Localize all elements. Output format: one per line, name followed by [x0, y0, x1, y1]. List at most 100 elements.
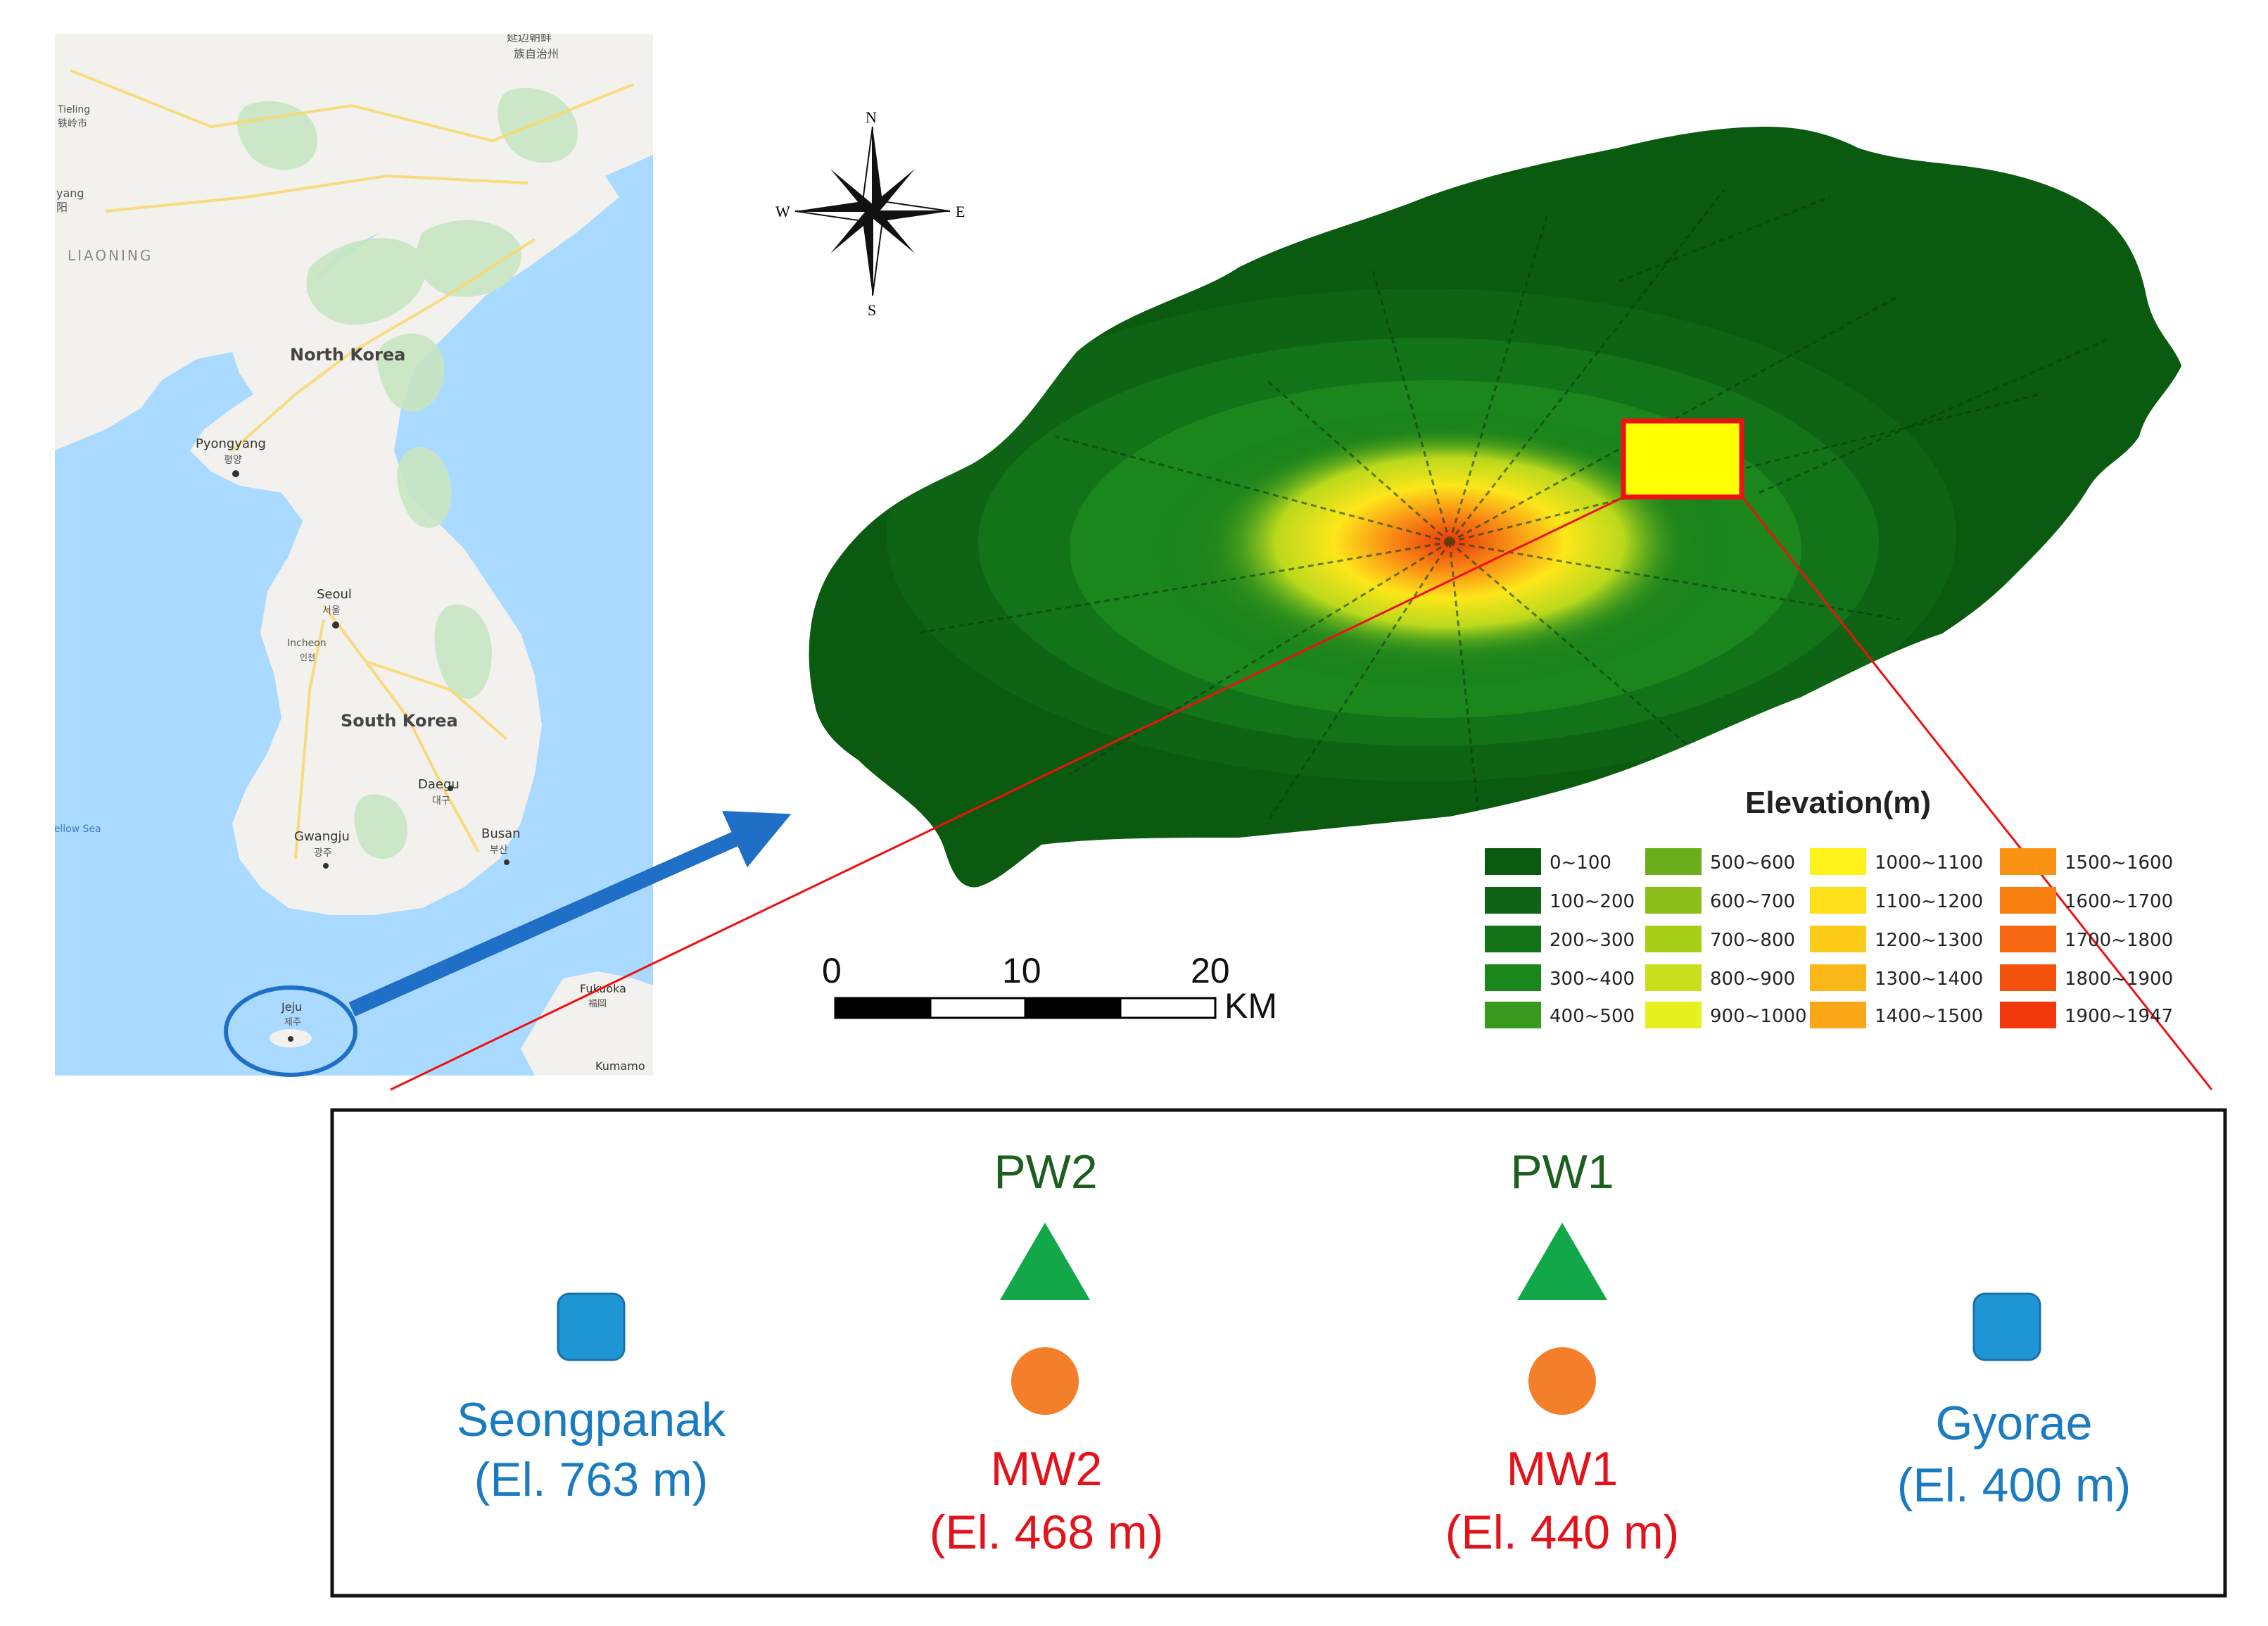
- label-tieling: Tieling: [57, 104, 90, 115]
- label-yang: yang: [56, 187, 84, 200]
- legend-swatch: [1485, 926, 1541, 952]
- locator-arrow: [348, 810, 792, 1017]
- legend-swatch: [1485, 964, 1541, 991]
- legend-swatch: [1645, 926, 1702, 952]
- mw2-label: MW2: [991, 1442, 1103, 1496]
- legend-swatch: [1810, 887, 1866, 914]
- zoom-line-left: [390, 495, 1626, 1091]
- legend-label: 1200~1300: [1875, 930, 1983, 951]
- label-pyongyang-ko: 평양: [224, 455, 242, 466]
- legend-swatch: [1645, 887, 1702, 914]
- legend-label: 800~900: [1710, 969, 1795, 990]
- legend-swatch: [1485, 848, 1541, 875]
- label-incheon: Incheon: [287, 638, 327, 649]
- gyorae-elevation: (El. 400 m): [1897, 1458, 2131, 1512]
- legend-swatch: [2000, 848, 2056, 875]
- legend-label: 100~200: [1550, 891, 1635, 912]
- mw2-elevation: (El. 468 m): [930, 1506, 1164, 1559]
- label-kumamoto: Kumamo: [595, 1059, 645, 1073]
- label-yanbian: 延边朝鲜: [507, 30, 552, 44]
- legend-swatch: [1485, 887, 1541, 914]
- city-markers: [232, 470, 509, 1042]
- label-busan-ko: 부산: [490, 845, 508, 856]
- korea-locator-map: LIAONING Tieling 铁岭市 yang 阳 延边朝鲜 族自治州 No…: [49, 30, 653, 1076]
- legend-label: 900~1000: [1710, 1006, 1807, 1027]
- japan-land: [521, 971, 653, 1076]
- legend-title: Elevation(m): [1745, 786, 1931, 820]
- legend-label: 600~700: [1710, 891, 1795, 912]
- forest-patches: [237, 87, 578, 859]
- label-north-korea: North Korea: [290, 345, 405, 365]
- label-south-korea: South Korea: [341, 711, 458, 731]
- legend-swatch: [1810, 926, 1866, 952]
- scale-tick-10: 10: [1002, 951, 1041, 990]
- legend-label: 700~800: [1710, 930, 1795, 951]
- label-tieling-cn: 铁岭市: [58, 118, 87, 130]
- legend-label: 1000~1100: [1875, 852, 1983, 874]
- scale-tick-20: 20: [1191, 951, 1230, 990]
- legend-swatch: [1810, 964, 1866, 991]
- legend-label: 400~500: [1550, 1006, 1635, 1027]
- legend-swatch: [1810, 848, 1866, 875]
- legend-label: 300~400: [1550, 969, 1635, 990]
- elevation-legend: Elevation(m) 0~100 100~200 200~300 300~400 4…: [1485, 786, 2173, 1028]
- compass-n: N: [866, 108, 877, 126]
- legend-label: 1100~1200: [1875, 891, 1983, 912]
- gyorae-label: Gyorae: [1936, 1397, 2093, 1450]
- mw1-label: MW1: [1507, 1442, 1618, 1496]
- label-jeju-ko: 제주: [284, 1017, 301, 1028]
- legend-label: 200~300: [1550, 930, 1635, 951]
- legend-label: 1300~1400: [1875, 969, 1983, 990]
- legend-label: 1400~1500: [1875, 1006, 1983, 1027]
- legend-label: 500~600: [1710, 852, 1795, 874]
- legend-swatch: [1485, 1002, 1541, 1028]
- label-daegu: Daegu: [418, 777, 460, 792]
- compass-e: E: [956, 203, 965, 220]
- label-jeju: Jeju: [281, 1000, 302, 1014]
- compass-s: S: [868, 301, 876, 319]
- station-panel-frame: [330, 1108, 2227, 1598]
- pw1-pumping-well-marker: [1517, 1223, 1607, 1300]
- label-yang-cn: 阳: [56, 201, 68, 214]
- label-liaoning: LIAONING: [68, 247, 153, 264]
- pw2-pumping-well-marker: [1000, 1223, 1090, 1300]
- scale-unit: KM: [1224, 986, 1277, 1026]
- study-area-box: [1621, 418, 1744, 500]
- legend-label: 0~100: [1550, 852, 1611, 874]
- legend-label: 1600~1700: [2065, 891, 2173, 912]
- mw2-monitoring-well-marker: [1011, 1347, 1079, 1415]
- legend-swatch: [1645, 964, 1702, 991]
- mw1-elevation: (El. 440 m): [1445, 1506, 1680, 1559]
- legend-swatch: [2000, 964, 2056, 991]
- pw2-label: PW2: [994, 1145, 1097, 1199]
- legend-swatch: [1645, 1002, 1702, 1028]
- legend-swatch: [1645, 848, 1702, 875]
- scale-tick-0: 0: [822, 951, 842, 990]
- label-busan: Busan: [481, 826, 521, 841]
- jeju-elevation-map: [390, 127, 2213, 1091]
- label-seoul: Seoul: [317, 587, 352, 602]
- label-yellow-sea: Yellow Sea: [49, 824, 101, 835]
- label-yanbian-2: 族自治州: [514, 47, 559, 61]
- label-incheon-ko: 인천: [300, 652, 315, 662]
- legend-swatch: [2000, 1002, 2056, 1028]
- scale-bar: 0 10 20 KM: [822, 951, 1277, 1026]
- road-network: [70, 69, 634, 859]
- seongpanak-label: Seongpanak: [457, 1393, 726, 1447]
- seongpanak-elevation: (El. 763 m): [474, 1453, 709, 1506]
- legend-swatch: [2000, 887, 2056, 914]
- gyorae-rain-gauge-marker: [1972, 1292, 2041, 1361]
- legend-label: 1500~1600: [2065, 852, 2173, 874]
- mw1-monitoring-well-marker: [1528, 1347, 1596, 1415]
- legend-swatch: [1810, 1002, 1866, 1028]
- pw1-label: PW1: [1510, 1145, 1614, 1199]
- watershed-lines: [914, 189, 2112, 824]
- station-panel: Seongpanak (El. 763 m) PW2 MW2 (El. 468 …: [330, 1108, 2227, 1598]
- label-gwangju: Gwangju: [294, 829, 350, 844]
- label-seoul-ko: 서울: [322, 605, 341, 617]
- label-pyongyang: Pyongyang: [196, 436, 266, 451]
- compass-rose: N S E W: [775, 108, 965, 319]
- label-daegu-ko: 대구: [432, 795, 450, 807]
- korea-peninsula-land: [190, 169, 619, 915]
